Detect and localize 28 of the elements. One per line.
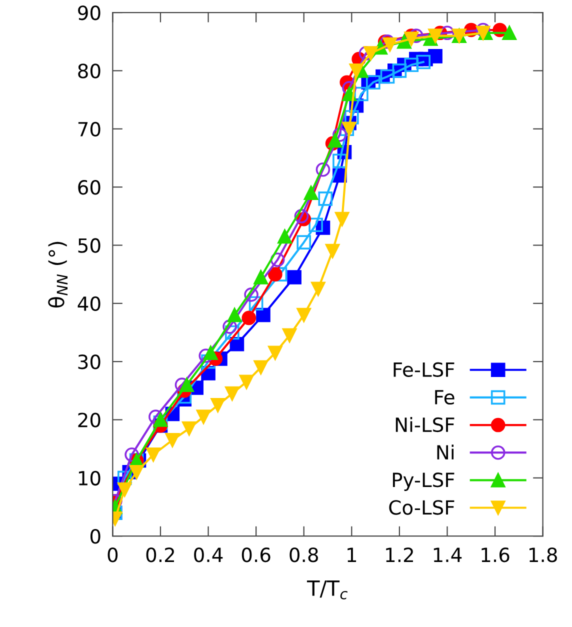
y-tick-label: 10 bbox=[78, 470, 100, 486]
x-tick-label: 1.8 bbox=[530, 548, 557, 562]
y-tick-label: 40 bbox=[78, 296, 100, 312]
legend-label: Fe-LSF bbox=[394, 362, 454, 377]
x-tick-label: 0.8 bbox=[290, 548, 318, 562]
y-tick-label: 60 bbox=[78, 180, 100, 195]
legend-label: Py-LSF bbox=[392, 472, 454, 492]
x-tick-label: 0.2 bbox=[146, 548, 174, 562]
x-tick-label: 1.6 bbox=[482, 548, 510, 562]
legend-label: Fe bbox=[435, 390, 454, 405]
x-axis-title: T/T$_{c}$ bbox=[306, 580, 348, 600]
x-tick-label: 0.6 bbox=[242, 548, 270, 562]
x-tick-label: 1 bbox=[348, 548, 356, 562]
y-tick-label: 50 bbox=[78, 238, 100, 253]
legend-label: Ni bbox=[437, 444, 454, 460]
x-tick-label: 1.2 bbox=[386, 548, 413, 562]
legend-label: Ni-LSF bbox=[396, 417, 454, 432]
y-tick-label: 0 bbox=[90, 529, 100, 544]
x-tick-label: 0.4 bbox=[194, 548, 223, 562]
y-tick-label: 70 bbox=[78, 122, 100, 137]
y-tick-label: 90 bbox=[78, 5, 100, 20]
x-tick-label: 1.4 bbox=[434, 548, 462, 562]
y-tick-label: 20 bbox=[78, 412, 100, 428]
y-tick-label: 80 bbox=[78, 64, 100, 78]
legend-label: Co-LSF bbox=[389, 500, 454, 515]
y-axis-title: θ$_{NN}$ (°) bbox=[48, 242, 68, 308]
x-tick-label: 0 bbox=[108, 548, 118, 562]
y-tick-label: 30 bbox=[78, 354, 100, 370]
